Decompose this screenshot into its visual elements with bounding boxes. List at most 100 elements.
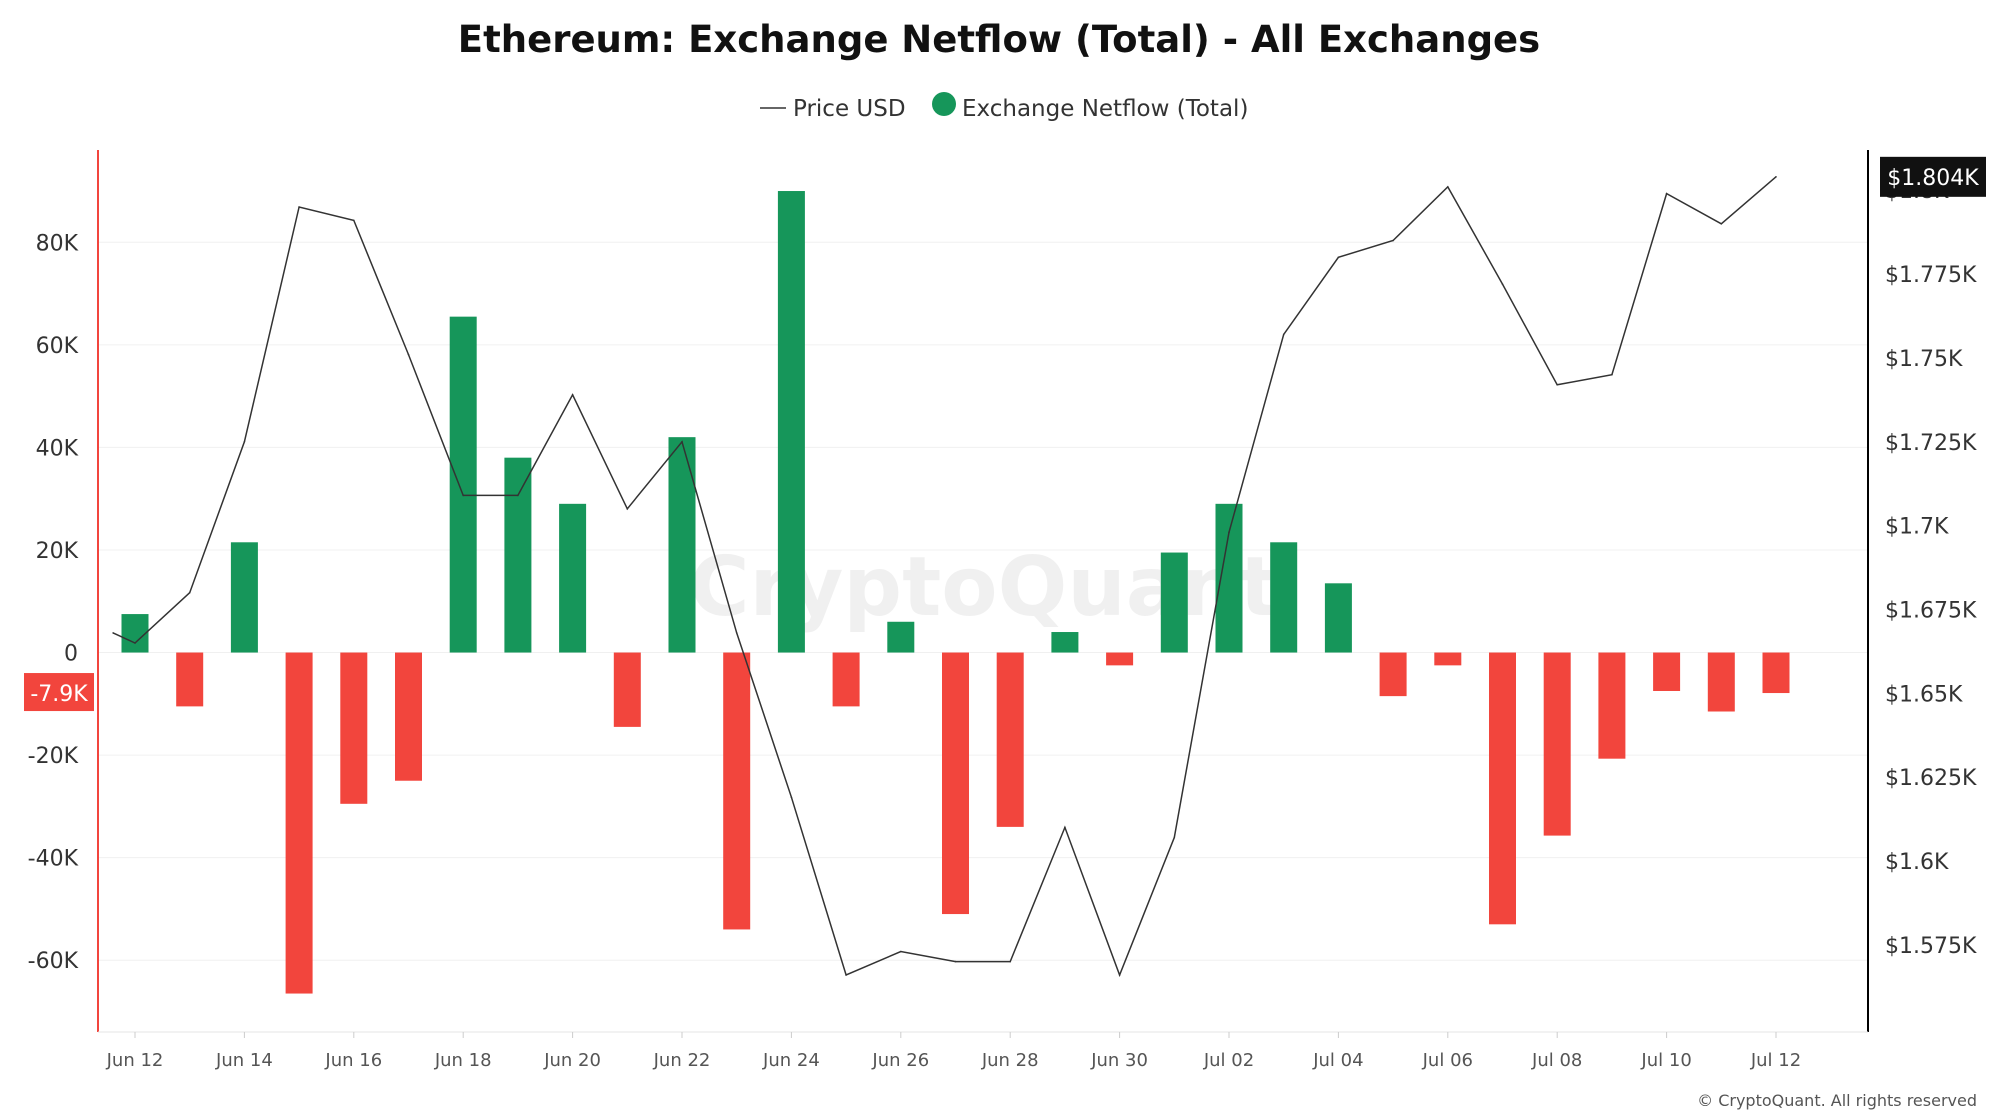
netflow-bar <box>176 652 204 707</box>
price-point <box>112 632 114 634</box>
price-point <box>188 591 191 594</box>
price-point <box>626 508 629 510</box>
price-point <box>681 440 683 443</box>
right-tick-label: $1.75K <box>1885 347 1963 372</box>
price-point <box>1173 836 1176 839</box>
price-point <box>407 353 410 356</box>
right-tick-label: $1.6K <box>1885 850 1949 875</box>
netflow-bar <box>121 614 149 653</box>
netflow-bar <box>1434 652 1462 666</box>
netflow-bar <box>504 457 532 653</box>
netflow-bar <box>887 621 915 653</box>
price-point <box>790 796 793 799</box>
netflow-bar <box>1598 652 1626 759</box>
right-tick-label: $1.65K <box>1885 682 1963 707</box>
price-point <box>900 950 902 953</box>
price-point <box>1665 192 1668 195</box>
x-tick-label: Jun 14 <box>215 1050 273 1071</box>
x-tick-label: Jun 18 <box>434 1050 492 1071</box>
netflow-bar <box>340 652 368 804</box>
left-tick-label: 20K <box>36 539 79 564</box>
left-tick-label: 0 <box>64 642 78 667</box>
price-point <box>1118 974 1121 976</box>
legend-price-label: Price USD <box>793 96 906 122</box>
x-axis-ticks: Jun 12 Jun 14 Jun 16 Jun 18 Jun 20 Jun 22 Jun … <box>106 1032 1801 1071</box>
left-tick-label: -20K <box>28 744 79 769</box>
netflow-bar <box>285 652 313 994</box>
legend-netflow-label: Exchange Netflow (Total) <box>962 96 1248 122</box>
left-tick-label: 60K <box>36 334 79 359</box>
netflow-bar <box>613 652 641 727</box>
price-line-layer <box>112 176 1777 978</box>
netflow-bar <box>559 503 587 653</box>
axes <box>97 150 1869 1033</box>
right-current-value: $1.804K <box>1887 166 1979 191</box>
netflow-bar <box>942 652 969 915</box>
price-point <box>845 974 847 976</box>
netflow-bar <box>449 316 477 653</box>
price-point <box>1337 256 1340 259</box>
netflow-bar <box>1543 652 1571 836</box>
copyright: © CryptoQuant. All rights reserved <box>1697 1091 1977 1110</box>
x-tick-label: Jun 28 <box>981 1050 1039 1071</box>
price-point <box>1720 222 1723 225</box>
watermark: CryptoQuant <box>689 540 1278 635</box>
x-tick-label: Jul 08 <box>1531 1050 1582 1071</box>
right-tick-label: $1.7K <box>1885 515 1949 540</box>
price-point <box>1064 826 1066 829</box>
price-point <box>954 960 957 963</box>
x-tick-label: Jul 12 <box>1750 1050 1801 1071</box>
netflow-bar <box>777 191 805 653</box>
price-point <box>1611 373 1613 376</box>
netflow-bar <box>230 542 258 653</box>
left-tick-label: 80K <box>36 231 79 256</box>
x-tick-label: Jun 30 <box>1090 1050 1148 1071</box>
price-point <box>1775 176 1777 178</box>
x-tick-label: Jun 26 <box>871 1050 929 1071</box>
left-tick-label: -40K <box>28 847 79 872</box>
netflow-bars <box>121 191 1790 994</box>
x-tick-label: Jul 06 <box>1422 1050 1473 1071</box>
price-point <box>1556 383 1558 386</box>
left-tick-label: 40K <box>36 436 79 461</box>
price-point <box>462 494 465 497</box>
netflow-bar <box>1762 652 1790 694</box>
chart-title: Ethereum: Exchange Netflow (Total) - All… <box>458 18 1540 61</box>
price-point <box>1282 333 1285 336</box>
right-current-badge: $1.804K <box>1880 156 1986 197</box>
legend-netflow-swatch <box>932 92 956 116</box>
price-point <box>1228 531 1230 534</box>
x-tick-label: Jun 16 <box>324 1050 382 1071</box>
price-point <box>571 394 574 396</box>
left-tick-label: -60K <box>28 949 79 974</box>
netflow-bar <box>1215 503 1243 653</box>
right-tick-label: $1.775K <box>1885 263 1977 288</box>
legend: Price USD Exchange Netflow (Total) <box>760 92 1248 122</box>
left-current-badge: -7.9K <box>24 673 94 712</box>
netflow-bar <box>668 437 696 653</box>
price-point <box>134 642 136 644</box>
left-current-value: -7.9K <box>30 682 88 707</box>
price-point <box>243 440 246 443</box>
gridlines <box>98 241 1868 961</box>
netflow-bar <box>1324 583 1352 653</box>
netflow-bar <box>1160 552 1188 653</box>
price-point <box>1009 960 1011 963</box>
price-point <box>353 219 355 222</box>
netflow-bar <box>1653 652 1681 691</box>
netflow-bar <box>1106 652 1134 666</box>
price-point <box>517 494 519 497</box>
netflow-bar <box>1707 652 1735 712</box>
x-tick-label: Jul 04 <box>1312 1050 1363 1071</box>
x-tick-label: Jun 24 <box>762 1050 820 1071</box>
price-point <box>735 632 738 634</box>
x-tick-label: Jul 02 <box>1203 1050 1254 1071</box>
price-point <box>1447 186 1449 188</box>
netflow-bar <box>996 652 1024 827</box>
netflow-bar <box>1379 652 1407 697</box>
netflow-bar <box>832 652 860 707</box>
price-line <box>112 176 1777 978</box>
right-tick-label: $1.725K <box>1885 431 1977 456</box>
